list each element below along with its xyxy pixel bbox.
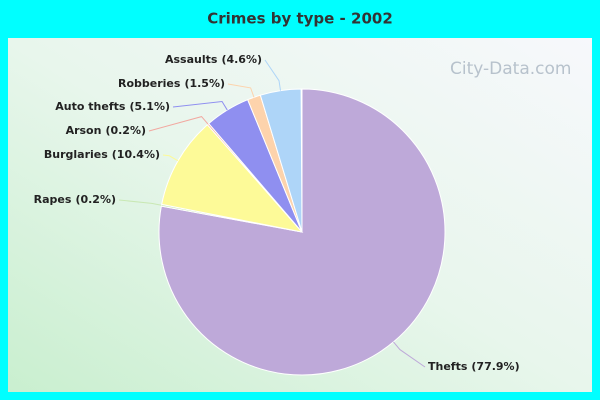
pie-slice <box>259 88 303 233</box>
slice-label: Auto thefts (5.1%) <box>55 100 170 113</box>
slice-label: Rapes (0.2%) <box>34 193 116 206</box>
label-name: Robberies <box>118 77 181 90</box>
watermark: City-Data.com <box>450 59 571 79</box>
leader-line <box>172 101 228 111</box>
leader-line <box>118 199 162 206</box>
slice-label: Burglaries (10.4%) <box>44 148 160 161</box>
label-value: (0.2%) <box>105 124 146 137</box>
label-value: (10.4%) <box>112 148 160 161</box>
label-name: Burglaries <box>44 148 108 161</box>
label-name: Rapes <box>34 193 72 206</box>
label-name: Assaults <box>165 53 218 66</box>
label-value: (1.5%) <box>184 77 225 90</box>
label-name: Thefts <box>428 360 468 373</box>
label-name: Arson <box>66 124 102 137</box>
label-value: (5.1%) <box>129 100 170 113</box>
label-name: Auto thefts <box>55 100 126 113</box>
leader-line <box>148 116 209 132</box>
leader-line <box>393 341 426 368</box>
leader-line <box>162 154 179 162</box>
slice-label: Thefts (77.9%) <box>428 360 520 373</box>
leader-line <box>264 59 282 91</box>
slice-label: Arson (0.2%) <box>66 124 146 137</box>
slice-label: Robberies (1.5%) <box>118 77 225 90</box>
slice-label: Assaults (4.6%) <box>165 53 262 66</box>
label-value: (4.6%) <box>221 53 262 66</box>
label-value: (77.9%) <box>471 360 519 373</box>
leader-line <box>227 83 255 98</box>
label-value: (0.2%) <box>75 193 116 206</box>
chart-title: Crimes by type - 2002 <box>207 10 393 28</box>
